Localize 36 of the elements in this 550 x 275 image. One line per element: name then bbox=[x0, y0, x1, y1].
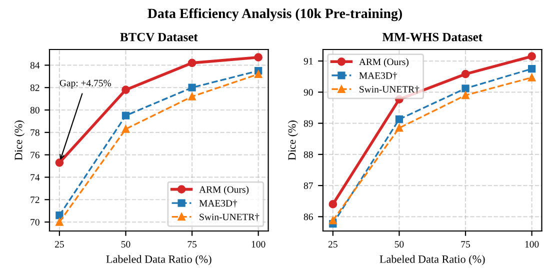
y-tick-label: 72 bbox=[30, 196, 40, 204]
y-tick-label: 78 bbox=[30, 129, 40, 136]
annotation: Gap: +4.75% bbox=[60, 80, 112, 88]
legend-label: ARM (Ours) bbox=[359, 58, 408, 68]
y-tick-label: 76 bbox=[30, 152, 40, 158]
y-tick-label: 87 bbox=[304, 182, 313, 190]
legend-label: Swin-UNETR† bbox=[200, 213, 260, 222]
y-tick-label: 82 bbox=[30, 84, 40, 92]
y-tick-label: 74 bbox=[30, 174, 40, 181]
x-tick-label: 100 bbox=[525, 241, 539, 248]
chart-title: MM-WHS Dataset bbox=[382, 32, 482, 42]
y-tick-label: 86 bbox=[304, 214, 313, 220]
y-axis-title: Dice (%) bbox=[14, 120, 24, 160]
x-axis-title: Labeled Data Ratio (%) bbox=[106, 255, 212, 266]
x-axis-title: Labeled Data Ratio (%) bbox=[380, 255, 485, 266]
x-tick-label: 75 bbox=[188, 241, 197, 248]
y-tick-label: 84 bbox=[30, 62, 40, 69]
y-tick-label: 70 bbox=[30, 218, 40, 226]
y-tick-label: 90 bbox=[304, 89, 313, 96]
y-tick-label: 80 bbox=[30, 106, 40, 114]
legend-label: ARM (Ours) bbox=[199, 186, 249, 195]
y-axis-title: Dice (%) bbox=[288, 120, 298, 160]
chart-title: BTCV Dataset bbox=[120, 32, 198, 42]
legend-label: MAE3D† bbox=[359, 72, 397, 80]
y-tick-label: 91 bbox=[304, 58, 313, 64]
y-tick-label: 89 bbox=[304, 120, 313, 127]
x-tick-label: 75 bbox=[461, 241, 470, 248]
legend-label: Swin-UNETR† bbox=[360, 86, 420, 94]
y-tick-label: 88 bbox=[304, 151, 313, 158]
text: Data Efficiency Analysis (10k Pre-training) bbox=[148, 8, 402, 22]
x-tick-label: 25 bbox=[55, 241, 64, 248]
x-tick-label: 50 bbox=[121, 241, 130, 248]
x-tick-label: 25 bbox=[328, 241, 338, 248]
x-tick-label: 100 bbox=[252, 241, 266, 248]
x-tick-label: 50 bbox=[394, 241, 404, 248]
legend-label: MAE3D† bbox=[199, 200, 238, 208]
